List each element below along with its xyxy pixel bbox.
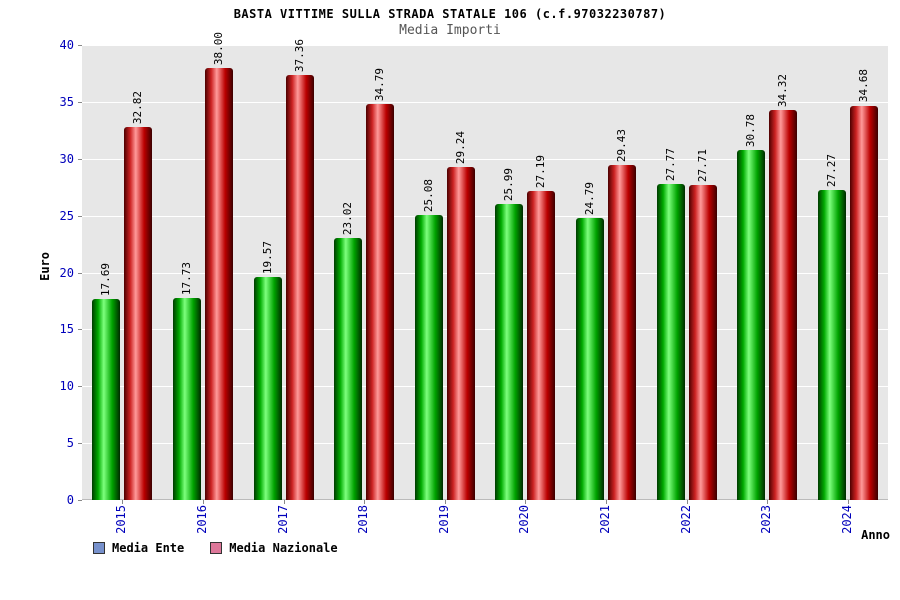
y-tick-label: 15	[59, 322, 74, 337]
y-tick-mark	[78, 272, 82, 274]
y-tick-label: 40	[59, 38, 74, 52]
chart-subtitle: Media Importi	[399, 23, 501, 38]
legend-label-media-nazionale: Media Nazionale	[229, 541, 338, 555]
bar-media-nazionale	[366, 104, 395, 500]
bar-value-label: 17.69	[99, 262, 113, 296]
y-tick-mark	[78, 329, 82, 331]
y-tick-label: 25	[59, 208, 74, 223]
x-tick-mark	[364, 500, 366, 504]
x-tick-mark	[525, 500, 527, 504]
bar-value-label: 27.27	[824, 153, 838, 187]
x-tick-mark	[202, 500, 204, 504]
gridline	[82, 45, 888, 46]
y-tick-mark	[78, 500, 82, 501]
y-tick-label: 35	[59, 94, 74, 109]
bar-value-label: 17.73	[179, 262, 193, 296]
bar-value-label: 27.71	[695, 148, 709, 182]
x-tick-mark	[283, 500, 285, 504]
y-tick-label: 20	[59, 265, 74, 280]
x-tick-label: 2023	[759, 505, 774, 534]
bar-media-ente	[737, 149, 766, 500]
bar-value-label: 29.43	[614, 129, 628, 163]
bar-media-ente	[575, 218, 604, 500]
y-tick-mark	[78, 45, 82, 46]
gridline	[82, 443, 888, 445]
y-tick-label: 30	[59, 151, 74, 166]
x-tick-label: 2015	[114, 505, 129, 534]
legend: Media Ente Media Nazionale	[93, 541, 338, 555]
gridline	[82, 386, 888, 388]
plot-area: 17.69 32.82 17.73 38.00 19.57 37.36 23.02 34.79…	[82, 32, 888, 500]
bar-value-label: 37.36	[292, 38, 306, 73]
bar-media-nazionale	[204, 67, 233, 500]
x-tick-mark	[767, 500, 769, 504]
y-tick-label: 0	[66, 493, 74, 507]
bar-value-label: 23.02	[341, 202, 355, 236]
x-tick-label: 2017	[275, 505, 290, 534]
bar-media-ente	[92, 298, 121, 500]
y-tick-label: 5	[66, 436, 74, 451]
x-tick-mark	[122, 500, 124, 504]
bar-value-label: 25.08	[421, 178, 435, 212]
bar-value-label: 30.78	[744, 113, 758, 147]
bar-media-ente	[253, 277, 282, 500]
bar-value-label: 24.79	[582, 181, 596, 216]
bar-media-nazionale	[527, 190, 556, 500]
x-tick-label: 2019	[436, 505, 451, 534]
bar-media-ente	[656, 184, 685, 500]
y-tick-mark	[78, 386, 82, 388]
y-tick-mark	[78, 215, 82, 217]
bar-media-ente	[817, 189, 846, 500]
gridline	[82, 272, 888, 274]
x-tick-mark	[847, 500, 849, 504]
bar-media-nazionale	[285, 75, 314, 500]
x-axis-line	[82, 499, 888, 500]
bar-media-nazionale	[446, 167, 475, 500]
x-tick-label: 2018	[356, 505, 371, 534]
bar-value-label: 27.19	[534, 154, 548, 188]
bar-value-label: 25.99	[502, 168, 516, 202]
gridline	[82, 329, 888, 331]
bar-media-ente	[414, 214, 443, 500]
y-tick-mark	[78, 443, 82, 445]
bar-value-label: 32.82	[131, 90, 145, 124]
bar-value-label: 38.00	[211, 31, 225, 65]
bar-media-ente	[495, 204, 524, 500]
y-tick-mark	[78, 101, 82, 103]
legend-label-media-ente: Media Ente	[112, 541, 185, 555]
x-axis: 2015 2016 2017 2018 2019 2020 2021 2022 2023 2024	[82, 503, 888, 545]
bar-media-nazionale	[769, 109, 798, 500]
x-tick-mark	[444, 500, 446, 504]
bar-media-nazionale	[124, 126, 153, 500]
legend-swatch-media-ente	[93, 542, 105, 554]
bar-media-nazionale	[607, 165, 636, 500]
x-tick-label: 2020	[517, 505, 532, 534]
legend-swatch-media-nazionale	[210, 542, 223, 554]
x-tick-label: 2016	[194, 505, 209, 534]
y-tick-label: 10	[59, 379, 74, 394]
bar-value-label: 29.24	[453, 131, 467, 165]
gridline	[82, 215, 888, 217]
bar-media-ente	[334, 238, 363, 500]
bar-media-nazionale	[688, 184, 717, 500]
gridline	[82, 158, 888, 160]
bar-value-label: 19.57	[260, 241, 274, 275]
gridline	[82, 101, 888, 103]
x-tick-mark	[605, 500, 607, 504]
bar-value-label: 34.68	[856, 69, 870, 103]
bar-value-label: 34.32	[776, 73, 790, 107]
x-tick-label: 2024	[839, 505, 854, 534]
bar-media-nazionale	[849, 105, 878, 500]
bar-value-label: 27.77	[663, 148, 677, 182]
y-tick-mark	[78, 158, 82, 160]
x-tick-mark	[686, 500, 688, 504]
x-tick-label: 2022	[678, 505, 693, 534]
chart-title: BASTA VITTIME SULLA STRADA STATALE 106 (…	[233, 7, 667, 21]
x-tick-label: 2021	[597, 505, 612, 534]
bar-value-label: 34.79	[373, 68, 387, 102]
x-axis-title: Anno	[861, 528, 890, 542]
bar-media-ente	[172, 298, 201, 500]
